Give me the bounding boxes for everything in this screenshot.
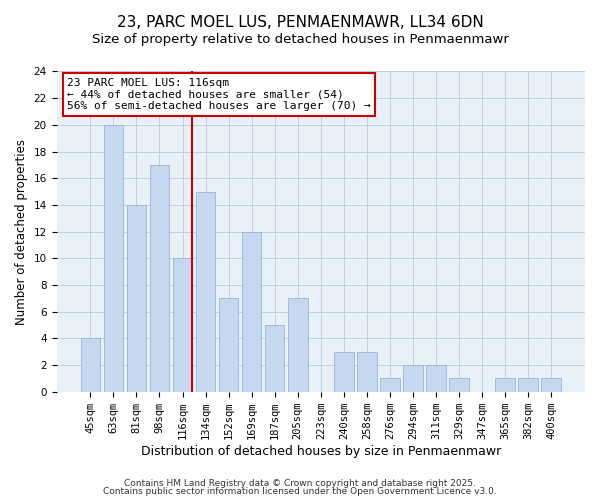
- Bar: [380, 378, 400, 392]
- Y-axis label: Number of detached properties: Number of detached properties: [15, 138, 28, 324]
- Text: Contains public sector information licensed under the Open Government Licence v3: Contains public sector information licen…: [103, 487, 497, 496]
- Bar: [426, 365, 446, 392]
- Text: Size of property relative to detached houses in Penmaenmawr: Size of property relative to detached ho…: [92, 32, 508, 46]
- Bar: [242, 232, 262, 392]
- Bar: [541, 378, 561, 392]
- Bar: [173, 258, 193, 392]
- Bar: [219, 298, 238, 392]
- Bar: [518, 378, 538, 392]
- Text: Contains HM Land Registry data © Crown copyright and database right 2025.: Contains HM Land Registry data © Crown c…: [124, 478, 476, 488]
- Bar: [149, 165, 169, 392]
- X-axis label: Distribution of detached houses by size in Penmaenmawr: Distribution of detached houses by size …: [140, 444, 501, 458]
- Text: 23 PARC MOEL LUS: 116sqm
← 44% of detached houses are smaller (54)
56% of semi-d: 23 PARC MOEL LUS: 116sqm ← 44% of detach…: [67, 78, 371, 111]
- Bar: [496, 378, 515, 392]
- Bar: [80, 338, 100, 392]
- Text: 23, PARC MOEL LUS, PENMAENMAWR, LL34 6DN: 23, PARC MOEL LUS, PENMAENMAWR, LL34 6DN: [116, 15, 484, 30]
- Bar: [334, 352, 353, 392]
- Bar: [196, 192, 215, 392]
- Bar: [127, 205, 146, 392]
- Bar: [265, 325, 284, 392]
- Bar: [357, 352, 377, 392]
- Bar: [104, 125, 123, 392]
- Bar: [449, 378, 469, 392]
- Bar: [288, 298, 308, 392]
- Bar: [403, 365, 423, 392]
